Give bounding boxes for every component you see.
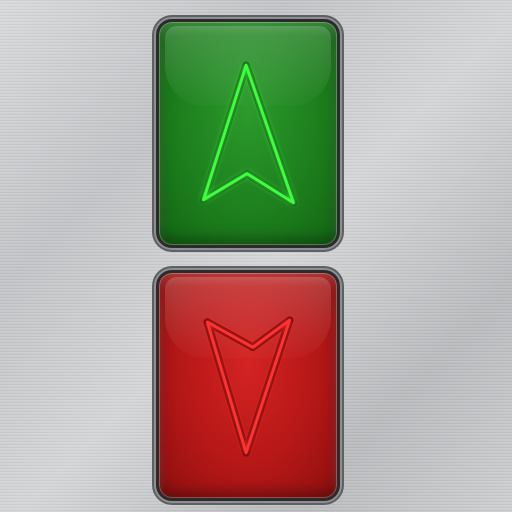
down-button[interactable] bbox=[156, 270, 340, 501]
arrow-down-icon bbox=[203, 316, 294, 457]
up-button[interactable] bbox=[156, 19, 340, 248]
arrow-up-icon bbox=[199, 61, 298, 207]
